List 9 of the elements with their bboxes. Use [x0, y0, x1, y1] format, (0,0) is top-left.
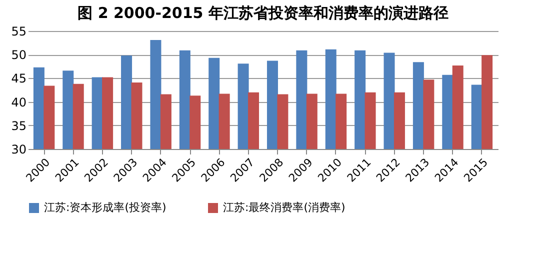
y-tick-label: 35 — [11, 118, 26, 133]
y-tick-label: 30 — [11, 142, 26, 156]
y-tick-label: 40 — [11, 95, 26, 110]
y-tick-label: 45 — [11, 72, 26, 86]
legend-label: 江苏:最终消费率(消费率) — [223, 201, 346, 214]
legend-label: 江苏:资本形成率(投资率) — [44, 201, 166, 214]
y-tick-label: 50 — [11, 48, 26, 62]
chart-title: 图 2 2000-2015 年江苏省投资率和消费率的演进路径 — [78, 4, 448, 22]
y-tick-label: 55 — [11, 24, 26, 38]
